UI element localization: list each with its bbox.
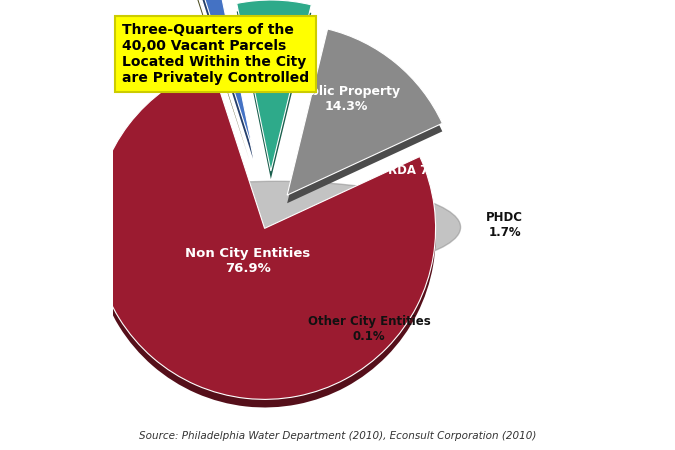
Wedge shape (237, 8, 311, 179)
Wedge shape (201, 0, 253, 159)
Text: PHDC
1.7%: PHDC 1.7% (486, 211, 523, 239)
Wedge shape (94, 66, 435, 399)
Text: Public Property
14.3%: Public Property 14.3% (292, 85, 400, 113)
Text: Three-Quarters of the
40,00 Vacant Parcels
Located Within the City
are Privately: Three-Quarters of the 40,00 Vacant Parce… (122, 22, 308, 85)
Wedge shape (94, 74, 435, 407)
Text: Non City Entities
76.9%: Non City Entities 76.9% (185, 247, 310, 275)
Wedge shape (287, 29, 442, 195)
Ellipse shape (93, 181, 460, 273)
Wedge shape (196, 0, 249, 160)
Text: Other City Entities
0.1%: Other City Entities 0.1% (308, 315, 431, 342)
Wedge shape (287, 37, 442, 203)
Wedge shape (196, 0, 249, 152)
Text: RDA 7%: RDA 7% (388, 165, 440, 177)
Wedge shape (237, 0, 311, 171)
Wedge shape (201, 0, 253, 151)
Text: Source: Philadelphia Water Department (2010), Econsult Corporation (2010): Source: Philadelphia Water Department (2… (139, 431, 536, 441)
